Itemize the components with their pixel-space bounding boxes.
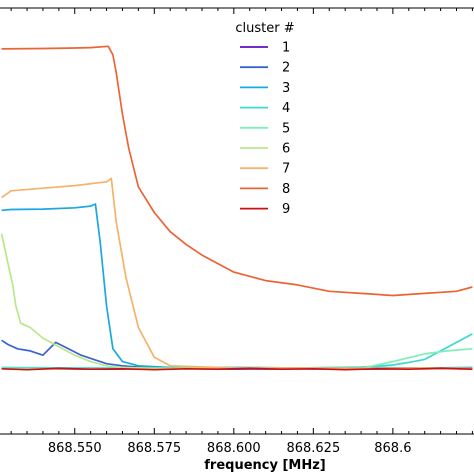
x-tick-label: 868.550 <box>48 441 102 456</box>
legend-label-7: 7 <box>282 162 290 177</box>
legend-label-3: 3 <box>282 81 290 96</box>
legend-label-9: 9 <box>282 202 290 217</box>
plot-frame <box>0 7 474 435</box>
series-line-7 <box>1 177 473 370</box>
series-layer <box>0 45 473 371</box>
legend-label-6: 6 <box>282 142 290 157</box>
legend-label-1: 1 <box>282 41 290 56</box>
legend-label-4: 4 <box>282 101 290 116</box>
legend-label-5: 5 <box>282 121 290 136</box>
x-axis-title: frequency [MHz] <box>204 458 326 473</box>
series-line-9 <box>1 367 473 371</box>
x-tick-label: 868.625 <box>286 441 340 456</box>
x-ticks: 868.550 868.575 868.600 868.625 868.6 <box>10 8 473 456</box>
legend-label-2: 2 <box>282 61 290 76</box>
x-tick-label: 868.6 <box>374 441 411 456</box>
x-tick-label: 868.600 <box>207 441 261 456</box>
legend-label-8: 8 <box>282 182 290 197</box>
legend-title: cluster # <box>235 21 294 36</box>
legend: cluster # 1 2 3 4 5 6 7 8 9 <box>235 21 294 217</box>
series-line-8 <box>1 45 473 297</box>
x-tick-label: 868.575 <box>127 441 181 456</box>
